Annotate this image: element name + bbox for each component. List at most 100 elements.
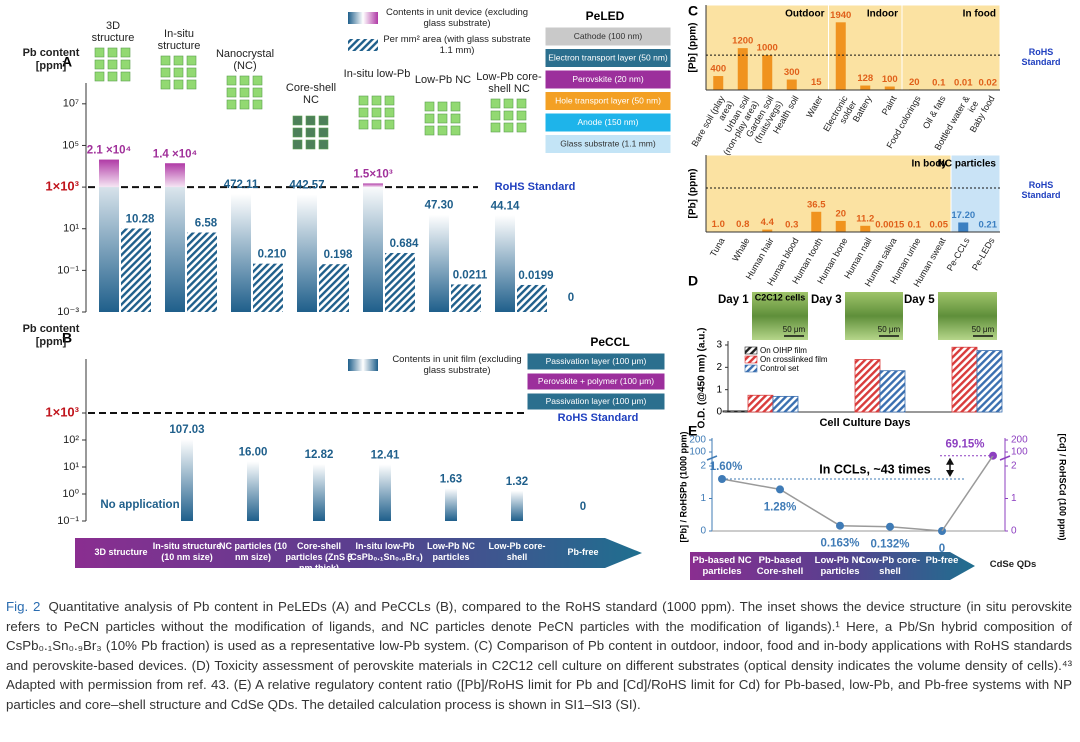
value-label: 15: [811, 77, 822, 88]
nanocrystal-icon: [490, 122, 501, 133]
scale-bar-label: 50 μm: [878, 325, 901, 334]
arrow-label: Low-Pb NC particles: [814, 555, 866, 577]
point: [776, 485, 784, 494]
group-background: [705, 154, 952, 233]
value-label: 17.20: [951, 210, 975, 221]
arrow-label: Core-shell particles (ZnS 3 nm thick): [285, 541, 353, 573]
legend-label: Contents in unit device (excluding glass…: [385, 7, 529, 29]
y-axis-label: [Pb] (ppm): [688, 23, 699, 73]
nanocrystal-icon: [371, 119, 382, 130]
nanocrystal-icon: [358, 119, 369, 130]
y-tick-label: 200: [689, 435, 706, 446]
value-label: 16.00: [239, 447, 268, 459]
group-label: In food: [963, 9, 996, 20]
legend-swatch: [744, 355, 758, 364]
value-label: 1000: [757, 43, 778, 54]
layer: [544, 112, 672, 133]
nanocrystal-icon: [424, 101, 435, 112]
nanocrystal-icon: [226, 87, 237, 98]
scale-bar-label: 50 μm: [972, 325, 995, 334]
value-label: 1.28%: [764, 501, 797, 513]
bar: [511, 490, 523, 521]
group-label: Indoor: [867, 9, 898, 20]
bar: [854, 359, 881, 413]
x-category-label: Low-Pb NC: [414, 74, 472, 86]
panel-letter: A: [62, 54, 72, 70]
value-label: 6.58: [195, 218, 218, 230]
bar: [772, 395, 799, 413]
value-label: 400: [710, 64, 726, 75]
nanocrystal-icon: [437, 101, 448, 112]
nanocrystal-icon: [160, 79, 171, 90]
bar: [713, 76, 724, 90]
bar: [835, 220, 846, 232]
y-tick-label: 0: [700, 526, 706, 537]
bar: [786, 79, 797, 90]
bar: [958, 222, 969, 232]
value-label: 0.132%: [870, 539, 909, 551]
nanocrystal-icon: [107, 47, 118, 58]
legend-label: Contents in unit film (excluding glass s…: [392, 354, 522, 376]
nanocrystal-icon: [173, 67, 184, 78]
nanocrystal-icon: [384, 107, 395, 118]
nanocrystal-icon: [503, 110, 514, 121]
nanocrystal-icon: [490, 98, 501, 109]
nanocrystal-icon: [371, 95, 382, 106]
y-tick-label: 10⁰: [62, 488, 79, 500]
caption-label: Fig. 2: [6, 599, 41, 614]
arrow-label: Low-Pb core-shell: [859, 555, 921, 577]
x-category-label: In-situ structure: [157, 28, 201, 52]
value-label: 20: [835, 208, 846, 219]
layer: [544, 134, 672, 154]
layer-label: Perovskite (20 nm): [572, 74, 643, 84]
bar: [495, 215, 515, 312]
nanocrystal-icon: [173, 55, 184, 66]
panel-letter: B: [62, 330, 72, 346]
y-tick-label: 10⁵: [62, 139, 79, 151]
bar: [445, 488, 457, 521]
group-label: In body: [911, 159, 947, 170]
value-label: 20: [909, 77, 920, 88]
value-label: 1.63: [440, 473, 462, 485]
value-label: 0.163%: [820, 538, 859, 550]
scale-bar-label: 50 μm: [783, 325, 806, 334]
value-label: 1200: [732, 36, 753, 47]
layer-label: Perovskite + polymer (100 μm): [538, 376, 654, 386]
y-tick-label: 100: [1011, 447, 1028, 458]
value-label: 0: [580, 501, 586, 513]
x-category-label: Core-shell NC: [285, 82, 337, 106]
bar-excess: [363, 183, 383, 188]
nanocrystal-icon: [239, 99, 250, 110]
nanocrystal-icon: [305, 115, 316, 126]
chart-title: PeCCL: [590, 335, 629, 349]
nanocrystal-icon: [305, 139, 316, 150]
layer-label: Electron transport layer (50 nm): [548, 52, 668, 62]
y-tick-label: 0: [1011, 526, 1017, 537]
category-label: Day 3: [811, 294, 842, 306]
bar: [187, 232, 217, 312]
value-label: 442.57: [289, 179, 324, 191]
reference-label: RoHS Standard: [1021, 180, 1061, 200]
y-axis-label: Pb content [ppm]: [22, 323, 80, 348]
layer: [544, 26, 672, 47]
nanocrystal-icon: [120, 47, 131, 58]
nanocrystal-icon: [173, 79, 184, 90]
value-label: 4.4: [761, 217, 775, 228]
bar: [884, 86, 895, 90]
nanocrystal-icon: [186, 55, 197, 66]
y-tick-label: 10¹: [63, 223, 79, 235]
nanocrystal-icon: [450, 113, 461, 124]
connector: [941, 455, 994, 532]
layer-label: Passivation layer (100 μm): [546, 396, 647, 406]
caption: Fig. 2 Quantitative analysis of Pb conten…: [6, 597, 1072, 715]
nanocrystal-icon: [358, 95, 369, 106]
line: [721, 478, 943, 532]
annotation: In CCLs, ~43 times: [819, 462, 931, 476]
bar: [762, 229, 773, 232]
annotation: No application: [100, 499, 179, 511]
y-tick-label: 10⁻¹: [57, 515, 79, 527]
nanocrystal-icon: [186, 67, 197, 78]
panel-letter: E: [688, 423, 697, 439]
nanocrystal-icon: [503, 122, 514, 133]
